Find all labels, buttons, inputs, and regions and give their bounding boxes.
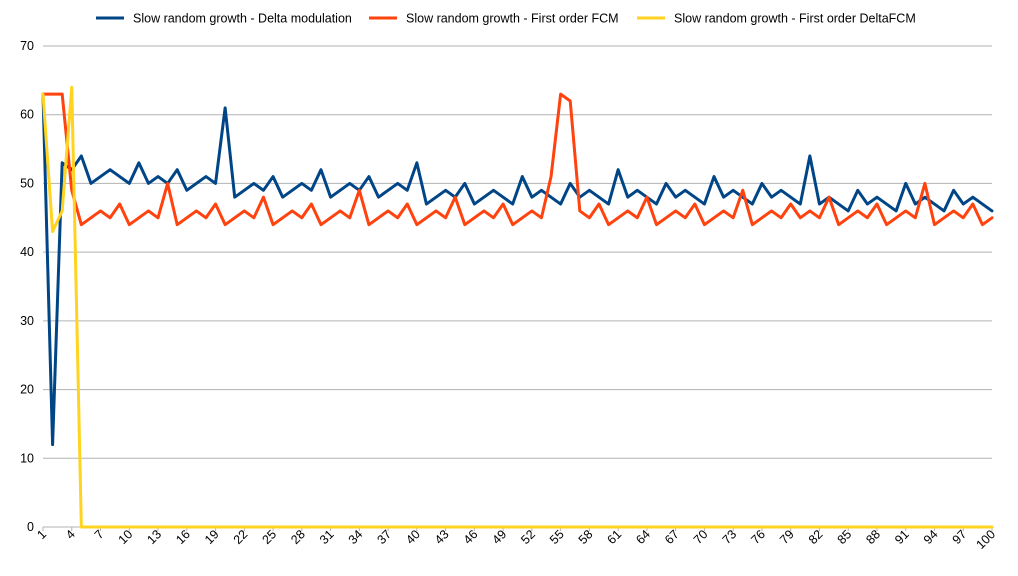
x-tick-label: 61: [605, 527, 625, 547]
x-tick-label: 97: [950, 527, 970, 547]
x-tick-label: 55: [547, 527, 567, 547]
series-line-3: [41, 85, 994, 529]
series-line-1: [41, 92, 994, 447]
legend-item-1: Slow random growth - Delta modulation: [96, 12, 352, 26]
x-tick-label: 52: [518, 527, 538, 547]
x-tick-label: 79: [777, 527, 797, 547]
gridlines: [42, 45, 993, 531]
x-tick-label: 91: [892, 527, 912, 547]
legend-label: Slow random growth - Delta modulation: [133, 12, 352, 26]
x-tick-label: 70: [691, 527, 711, 547]
y-tick-label: 50: [20, 176, 34, 190]
x-tick-label: 7: [92, 527, 107, 542]
x-axis-tick-labels: 1 4 7 10 13 16 19 22 25 28 31 34 37 40 43 46 49 52 55 58 61 6…: [34, 527, 998, 552]
x-tick-label: 16: [173, 527, 193, 547]
x-tick-label: 58: [576, 527, 596, 547]
x-tick-label: 49: [490, 527, 510, 547]
y-tick-label: 0: [27, 520, 34, 534]
x-tick-label: 25: [259, 527, 279, 547]
x-tick-label: 40: [403, 527, 423, 547]
x-tick-label: 67: [662, 527, 682, 547]
y-tick-label: 40: [20, 245, 34, 259]
legend-item-2: Slow random growth - First order FCM: [369, 12, 619, 26]
y-axis-tick-labels: 0 10 20 30 40 50 60 70: [20, 39, 34, 534]
x-tick-label: 28: [288, 527, 308, 547]
x-tick-label: 100: [973, 527, 998, 552]
y-tick-label: 10: [20, 451, 34, 465]
y-tick-label: 60: [20, 108, 34, 122]
x-tick-label: 88: [863, 527, 883, 547]
y-tick-label: 20: [20, 383, 34, 397]
legend-label: Slow random growth - First order FCM: [406, 12, 619, 26]
chart-legend: Slow random growth - Delta modulation Slo…: [96, 12, 916, 26]
x-tick-label: 13: [144, 527, 164, 547]
x-tick-label: 34: [346, 527, 366, 547]
series-line-2: [41, 92, 994, 227]
x-tick-label: 37: [374, 527, 394, 547]
x-tick-label: 82: [806, 527, 826, 547]
x-tick-label: 46: [461, 527, 481, 547]
x-tick-label: 22: [231, 527, 251, 547]
y-tick-label: 30: [20, 314, 34, 328]
x-tick-label: 85: [835, 527, 855, 547]
x-tick-label: 73: [720, 527, 740, 547]
x-tick-label: 31: [317, 527, 337, 547]
x-tick-label: 10: [116, 527, 136, 547]
x-tick-label: 94: [921, 527, 941, 547]
x-tick-label: 43: [432, 527, 452, 547]
x-tick-label: 4: [63, 527, 78, 542]
x-tick-label: 19: [202, 527, 222, 547]
x-tick-label: 76: [748, 527, 768, 547]
series-lines: [41, 85, 994, 529]
x-tick-label: 1: [34, 527, 49, 542]
x-tick-label: 64: [633, 527, 653, 547]
y-tick-label: 70: [20, 39, 34, 53]
legend-label: Slow random growth - First order DeltaFC…: [674, 12, 916, 26]
legend-item-3: Slow random growth - First order DeltaFC…: [637, 12, 916, 26]
